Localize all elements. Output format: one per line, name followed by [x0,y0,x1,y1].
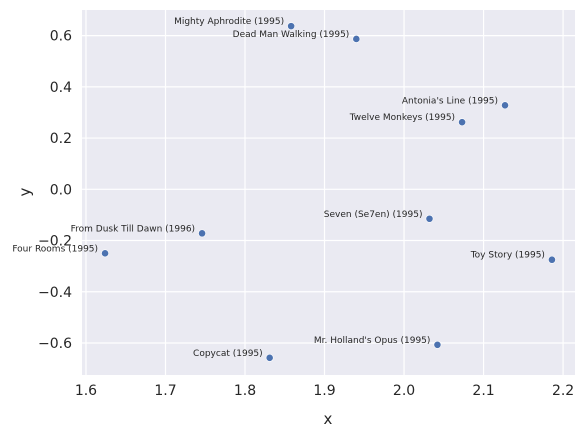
point-label: Four Rooms (1995) [12,244,98,254]
y-axis-label: y [16,187,34,196]
point-label: Antonia's Line (1995) [402,96,498,106]
data-point [501,101,509,110]
point-label: Toy Story (1995) [470,251,545,261]
data-point [265,353,274,362]
point-label: From Dusk Till Dawn (1996) [71,224,195,234]
y-tick-label: −0.4 [38,285,72,301]
point-label: Copycat (1995) [193,349,263,359]
x-tick-label: 1.6 [75,383,97,399]
point-label: Seven (Se7en) (1995) [324,210,423,220]
x-axis-label: x [324,410,333,428]
data-point [101,249,109,258]
y-tick-label: −0.6 [38,336,72,352]
x-tick-label: 2.1 [472,383,494,399]
y-tick-labels: −0.6 −0.4 −0.2 0.0 0.2 0.4 0.6 [38,29,72,352]
data-points [101,22,556,362]
x-tick-label: 1.9 [313,383,335,399]
y-tick-label: 0.6 [50,29,72,45]
y-tick-label: 0.4 [50,80,72,96]
point-label: Mighty Aphrodite (1995) [174,17,284,27]
grid-lines [82,10,575,375]
data-point [433,340,442,349]
y-tick-label: −0.2 [38,234,72,250]
x-tick-label: 2.0 [393,383,415,399]
data-point [287,22,296,31]
point-label: Twelve Monkeys (1995) [349,113,455,123]
y-tick-label: 0.0 [50,182,72,198]
point-label: Dead Man Walking (1995) [233,30,350,40]
data-point [548,255,556,264]
x-tick-labels: 1.6 1.7 1.8 1.9 2.0 2.1 2.2 [75,383,574,399]
data-point [458,118,466,127]
data-point [198,229,206,238]
x-tick-label: 2.2 [552,383,574,399]
point-label: Mr. Holland's Opus (1995) [314,336,431,346]
x-tick-label: 1.7 [154,383,176,399]
y-tick-label: 0.2 [50,131,72,147]
plot-area [82,10,575,375]
point-labels: Mighty Aphrodite (1995) Dead Man Walking … [12,17,545,359]
data-point [425,214,434,223]
data-point [352,35,361,43]
x-tick-label: 1.8 [234,383,256,399]
